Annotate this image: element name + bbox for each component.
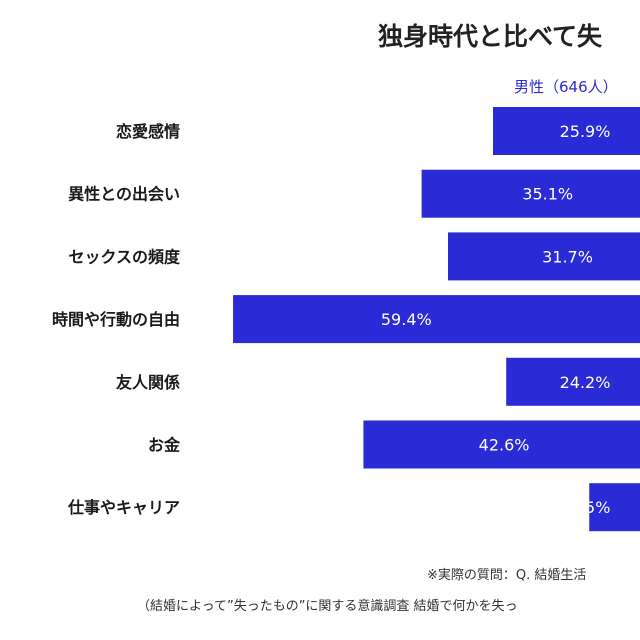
bar-1 [421,169,640,218]
footnote-1: ※実際の質問：Q. 結婚生活 [427,567,586,583]
bar-5 [363,420,640,469]
legend-male: 男性（646人） [514,78,618,96]
value-label-5: 42.6% [479,436,530,455]
value-label-1: 35.1% [522,185,573,204]
category-label-1: 異性との出会い [68,185,180,204]
value-label-6: 13.5% [560,498,611,517]
value-label-2: 31.7% [542,247,593,266]
bars-group: 恋愛感情 25.9% 異性との出会い 35.1% セックスの頻度 31.7% 時間や行動の自… [52,107,640,532]
chart-title: 独身時代と比べて失 [378,22,603,51]
category-label-5: お金 [148,436,181,455]
footnote-2: （結婚によって”失ったもの”に関する意識調査 結婚で何かを失っ [137,598,518,614]
category-label-4: 友人関係 [116,373,180,392]
bar-2 [448,232,640,281]
category-label-6: 仕事やキャリア [67,498,180,517]
category-label-2: セックスの頻度 [68,247,181,266]
value-label-4: 24.2% [560,373,611,392]
bar-0 [493,107,640,155]
category-label-0: 恋愛感情 [116,122,180,141]
bar-4 [506,357,640,406]
category-label-3: 時間や行動の自由 [52,310,180,329]
bar-6 [589,483,640,532]
value-label-0: 25.9% [560,122,611,141]
bar-3 [233,295,640,344]
value-label-3: 59.4% [381,310,432,329]
